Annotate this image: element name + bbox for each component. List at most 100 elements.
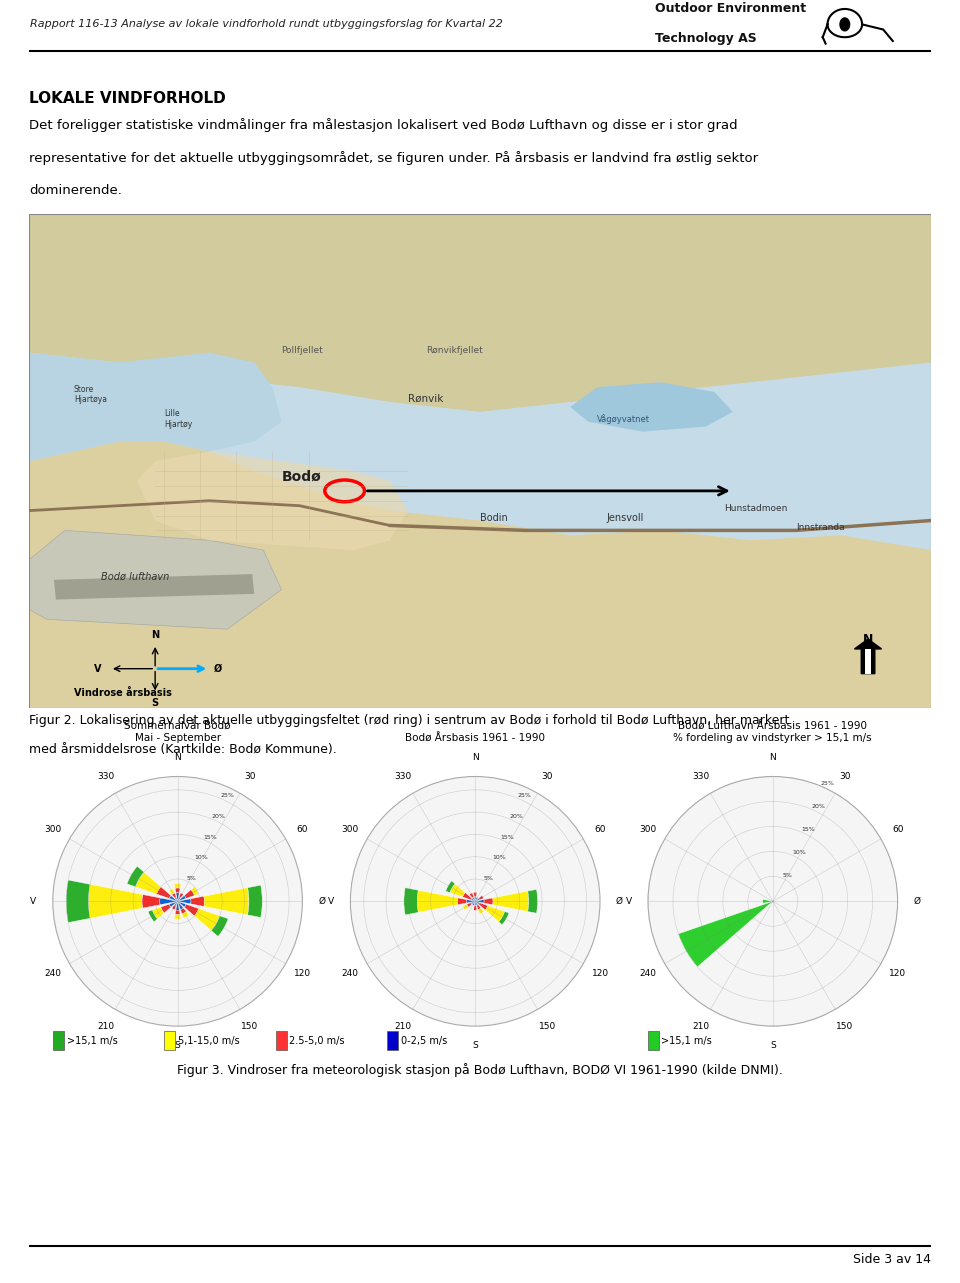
Title: Bodø Årsbasis 1961 - 1990: Bodø Årsbasis 1961 - 1990 [405,733,545,743]
Polygon shape [29,441,931,708]
Bar [474,897,476,901]
Bar [148,910,157,921]
Bar [156,887,171,898]
Text: Rapport 116-13 Analyse av lokale vindforhold rundt utbyggingsforslag for Kvartal: Rapport 116-13 Analyse av lokale vindfor… [30,19,503,30]
FancyArrow shape [854,639,881,674]
Bar [176,901,180,910]
Bar [463,893,471,899]
Bar [142,894,160,908]
Text: Innstranda: Innstranda [796,523,845,532]
Bar [174,915,181,919]
Bar [159,898,178,905]
Text: Bodø: Bodø [281,470,322,484]
Bar [169,901,178,907]
Bar [175,910,180,915]
Text: Figur 2. Lokalisering av det aktuelle utbyggingsfeltet (rød ring) i sentrum av B: Figur 2. Lokalisering av det aktuelle ut… [29,713,789,727]
Text: Vågøyvatnet: Vågøyvatnet [597,414,650,423]
Bar [463,905,468,910]
Bar [178,901,186,907]
Bar [66,880,90,922]
Bar [195,908,220,930]
Bar [176,893,180,901]
Bar [204,888,249,915]
Text: Store
Hjartøya: Store Hjartøya [74,385,107,404]
Bar [175,897,178,901]
Polygon shape [570,382,732,431]
Bar [418,890,458,912]
Circle shape [840,18,850,31]
Text: Hunstadmoen: Hunstadmoen [724,504,787,513]
Bar [475,898,479,901]
Bar [211,916,228,937]
Title: Sommerhalvår Bodø
Mai - September: Sommerhalvår Bodø Mai - September [125,721,230,743]
Text: Bodø lufthavn: Bodø lufthavn [101,572,169,581]
Text: med årsmiddelsrose (Kartkilde: Bodø Kommune).: med årsmiddelsrose (Kartkilde: Bodø Komm… [29,743,337,756]
Text: dominerende.: dominerende. [29,185,122,198]
Bar [178,899,191,903]
Text: 5,1-15,0 m/s: 5,1-15,0 m/s [179,1035,240,1046]
Bar [486,906,505,921]
Bar [474,901,476,906]
Bar [499,911,509,925]
Bar [54,574,254,599]
Title: Bodø Lufthavn Årsbasis 1961 - 1990
% fordeling av vindstyrker > 15,1 m/s: Bodø Lufthavn Årsbasis 1961 - 1990 % for… [674,721,872,743]
Bar [475,901,479,905]
Text: Vindrose årsbasis: Vindrose årsbasis [74,688,172,698]
Bar [191,897,204,906]
FancyArrow shape [865,649,872,674]
Bar [479,903,488,910]
Polygon shape [29,214,931,412]
Bar [174,884,181,888]
Bar [404,888,419,915]
Bar [135,872,160,894]
Bar [178,896,186,901]
Bar [763,899,773,903]
Bar [175,888,180,893]
Text: Rønvikfjellet: Rønvikfjellet [426,345,483,354]
Bar [467,899,475,903]
Bar [178,901,183,910]
Text: V: V [93,663,101,674]
Text: Lille
Hjartøy: Lille Hjartøy [164,409,192,429]
Text: LOKALE VINDFORHOLD: LOKALE VINDFORHOLD [29,91,226,106]
Text: Side 3 av 14: Side 3 av 14 [853,1253,931,1266]
Bar [180,893,183,898]
Bar [175,901,178,906]
Text: N: N [151,630,159,640]
Bar [467,903,471,907]
Bar [164,1032,176,1049]
Polygon shape [29,353,281,461]
Bar [172,893,176,898]
Bar [472,897,475,901]
Bar [469,893,473,898]
Bar [472,901,475,906]
Bar [484,898,493,905]
Text: Jensvoll: Jensvoll [607,512,644,522]
Text: S: S [152,698,158,708]
Bar [473,893,477,897]
Bar [387,1032,398,1049]
Bar [160,905,171,913]
Bar [276,1032,287,1049]
Text: 2.5-5,0 m/s: 2.5-5,0 m/s [290,1035,345,1046]
Bar [479,896,484,899]
Bar [88,884,143,919]
Bar [248,885,262,917]
Bar [180,908,186,913]
Bar [169,896,178,901]
Bar [475,897,478,901]
Bar [471,898,475,901]
Bar [184,905,199,916]
Bar [478,908,484,913]
Bar [457,898,467,905]
Text: Bodin: Bodin [480,512,508,522]
Text: Outdoor Environment: Outdoor Environment [655,3,806,15]
Text: 0-2,5 m/s: 0-2,5 m/s [401,1035,447,1046]
Bar [53,1032,64,1049]
Bar [450,884,465,897]
Bar [127,866,144,887]
Bar [492,892,529,911]
Bar [182,911,189,919]
Bar [184,889,195,898]
Bar [169,889,175,894]
